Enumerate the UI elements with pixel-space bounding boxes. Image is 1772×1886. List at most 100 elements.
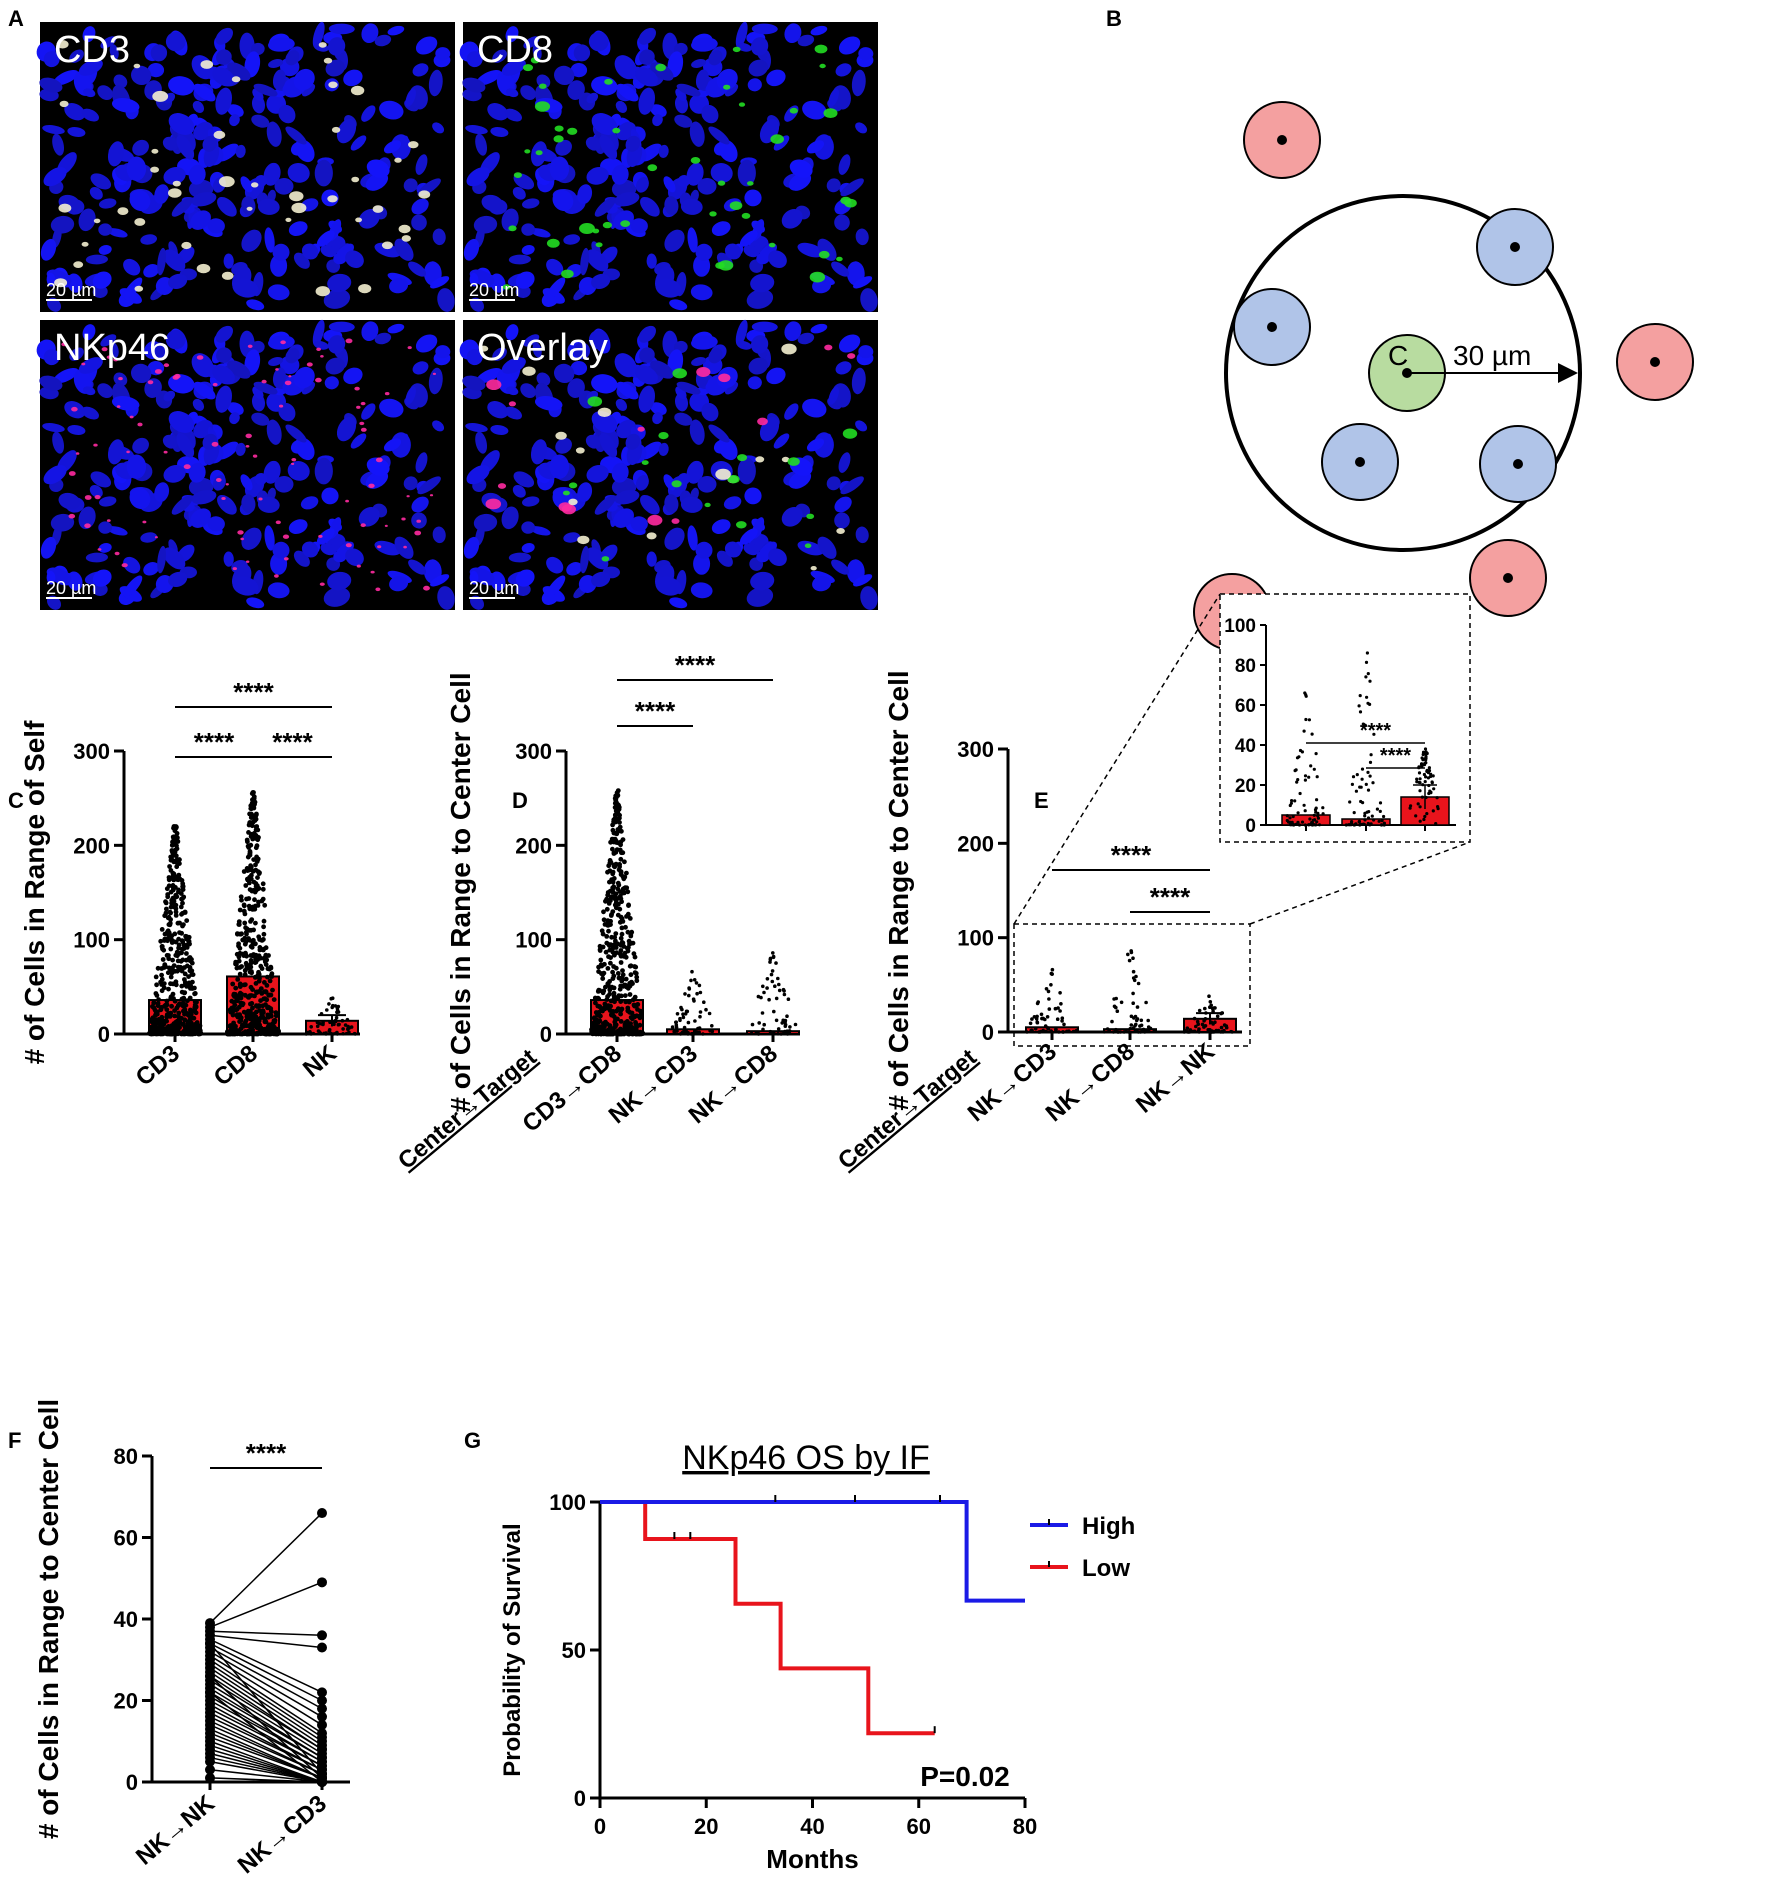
inset-data-point: [1431, 809, 1435, 813]
data-point: [756, 1032, 760, 1036]
cell-dot: [1267, 322, 1277, 332]
nucleus: [435, 345, 451, 359]
data-point: [176, 1010, 182, 1016]
data-point: [1131, 956, 1135, 960]
nucleus: [215, 87, 232, 115]
nucleus: [462, 375, 486, 391]
stain-signal: [523, 64, 533, 72]
data-point: [175, 968, 180, 974]
inset-data-point: [1363, 723, 1367, 727]
data-point: [614, 790, 620, 796]
stain-signal: [715, 468, 731, 480]
nucleus: [192, 100, 205, 113]
stain-signal: [671, 518, 680, 524]
stain-signal: [75, 452, 80, 455]
data-point: [692, 978, 697, 982]
data-point: [164, 1007, 170, 1012]
nucleus: [817, 536, 837, 559]
data-point: [610, 846, 615, 852]
stain-signal: [147, 380, 154, 385]
data-point: [1148, 1026, 1153, 1031]
inset-data-point: [1368, 760, 1373, 765]
nucleus: [188, 164, 206, 185]
data-point: [614, 950, 619, 956]
stain-signal: [384, 524, 388, 528]
data-point: [1197, 1027, 1201, 1031]
stain-signal: [579, 223, 595, 234]
nucleus: [546, 277, 566, 299]
nucleus: [190, 210, 211, 230]
inset-data-point: [1354, 789, 1358, 793]
data-point: [166, 965, 172, 971]
nucleus: [566, 562, 583, 576]
data-point: [249, 813, 254, 819]
inset-data-point: [1423, 814, 1427, 819]
stain-signal: [291, 462, 295, 465]
nucleus: [53, 367, 79, 384]
nucleus: [646, 253, 657, 269]
nucleus: [78, 357, 103, 374]
stain-signal: [142, 520, 147, 524]
data-point: [1206, 1028, 1210, 1032]
data-point: [620, 940, 626, 946]
stain-signal: [546, 238, 560, 248]
stain-signal: [723, 84, 731, 90]
significance-marker: ****: [675, 650, 716, 680]
nucleus: [677, 175, 691, 187]
data-point: [770, 969, 775, 973]
nucleus: [432, 526, 446, 544]
data-point: [1222, 1028, 1226, 1033]
data-point: [253, 867, 259, 873]
nucleus: [532, 342, 542, 358]
x-tick-label: CD3: [131, 1040, 185, 1092]
inset-data-point: [1315, 820, 1319, 824]
data-point: [167, 864, 173, 869]
nucleus: [264, 227, 275, 253]
inset-data-point: [1420, 795, 1424, 799]
data-point: [1133, 1024, 1137, 1028]
nucleus: [285, 348, 300, 364]
data-point: [616, 882, 622, 888]
data-point: [165, 938, 170, 944]
nucleus: [46, 570, 56, 585]
stain-signal: [285, 217, 292, 222]
data-point: [179, 966, 185, 971]
data-point: [230, 1005, 236, 1010]
stain-signal: [823, 108, 838, 118]
data-point: [622, 859, 627, 865]
nucleus: [266, 419, 282, 445]
nucleus: [97, 85, 113, 101]
stain-signal: [568, 482, 578, 489]
nucleus: [555, 437, 572, 454]
stain-signal: [658, 432, 669, 440]
stain-signal: [522, 366, 536, 376]
nucleus: [163, 167, 186, 185]
data-point: [625, 889, 631, 895]
data-point: [155, 965, 161, 971]
inset-data-point: [1307, 775, 1311, 779]
nucleus: [323, 289, 351, 309]
data-point: [168, 946, 174, 952]
data-point: [632, 954, 638, 960]
data-point: [1045, 1015, 1050, 1019]
inset-data-point: [1321, 806, 1325, 810]
data-point: [756, 994, 761, 999]
stain-signal: [246, 560, 250, 563]
data-point: [604, 1021, 610, 1027]
data-point: [252, 801, 257, 807]
data-point: [257, 947, 263, 953]
inset-data-point: [1416, 802, 1420, 806]
inset-data-point: [1436, 805, 1440, 809]
data-point: [166, 875, 172, 880]
y-tick-label: 20: [114, 1689, 138, 1714]
inset-data-point: [1426, 776, 1430, 780]
nucleus: [750, 335, 769, 354]
inset-data-point: [1312, 813, 1316, 817]
data-point: [232, 1031, 237, 1037]
data-point: [702, 1000, 706, 1004]
stain-signal: [406, 495, 410, 498]
nucleus: [235, 442, 246, 456]
nucleus: [663, 176, 676, 193]
data-point: [690, 969, 694, 974]
